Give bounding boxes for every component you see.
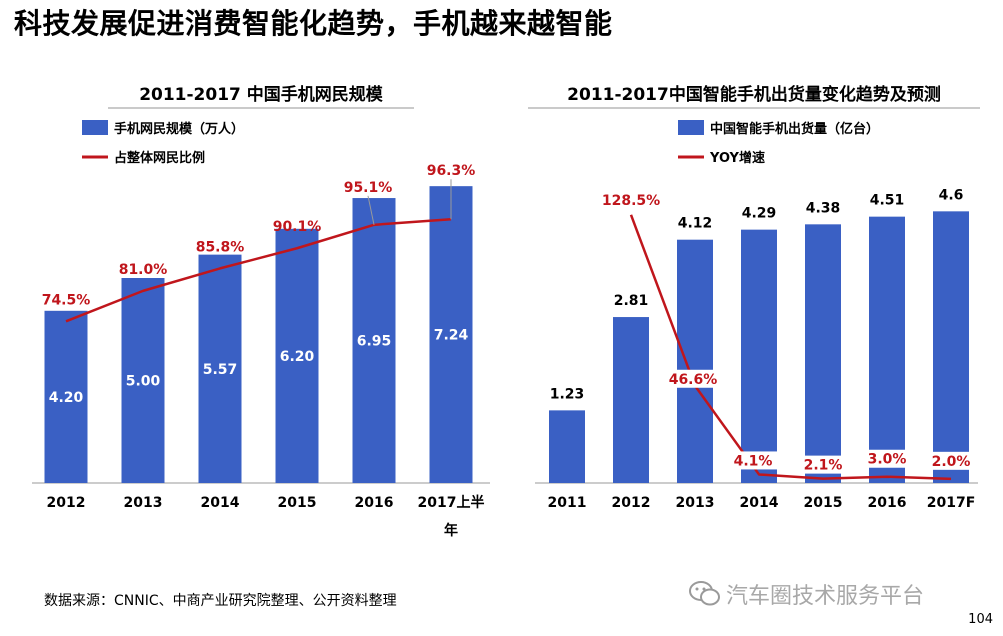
left-chart-x-tick-1: 2013 — [124, 495, 163, 511]
right-chart-legend-bar-label: 中国智能手机出货量（亿台） — [710, 121, 879, 137]
right-chart-bar-value-4: 4.38 — [806, 200, 841, 216]
left-chart-line-label-2: 85.8% — [196, 239, 245, 255]
right-chart-line-series — [629, 214, 952, 481]
chart-smartphone-shipments: 2011-2017中国智能手机出货量变化趋势及预测中国智能手机出货量（亿台） YO… — [518, 70, 990, 575]
left-chart-x-tick-4: 2016 — [355, 495, 394, 511]
left-chart-x-tick-5: 2017上半年 — [418, 494, 485, 539]
right-chart-line-label-bg-2 — [669, 369, 717, 388]
chart-mobile-netizens: 2011-2017 中国手机网民规模手机网民规模（万人） 占整体网民比例 4.20 2… — [30, 70, 492, 575]
wechat-icon — [689, 581, 720, 606]
right-chart-bar-4 — [805, 224, 841, 483]
left-chart-line-leader-4 — [367, 195, 375, 225]
left-chart-bar-value-2: 5.57 — [203, 362, 238, 378]
watermark-text: 汽车圈技术服务平台 — [726, 584, 925, 609]
left-chart-line-label-1: 81.0% — [119, 262, 168, 278]
left-chart-bar-3 — [275, 228, 319, 483]
left-chart-legend-bar-label: 手机网民规模（万人） — [114, 121, 244, 137]
right-chart-line-label-5: 3.0% — [868, 452, 907, 468]
right-chart-bar-2 — [677, 239, 713, 483]
right-chart-bar-value-2: 4.12 — [678, 216, 713, 232]
right-chart-line-label-bg-1 — [607, 190, 655, 209]
right-chart-bar-5 — [869, 216, 905, 483]
left-chart-bar-value-5: 7.24 — [434, 328, 469, 344]
left-chart-bar-1 — [121, 278, 165, 483]
left-chart-legend-bar-swatch — [82, 120, 108, 135]
data-source-note: 数据来源：CNNIC、中商产业研究院整理、公开资料整理 — [44, 593, 397, 609]
left-chart-bar-4 — [352, 198, 396, 484]
right-chart-line-label-4: 2.1% — [804, 458, 843, 474]
right-chart-line-label-bg-3 — [729, 451, 777, 470]
right-chart-x-tick-5: 2016 — [868, 495, 907, 511]
right-chart-legend-bar-swatch — [678, 120, 704, 135]
left-chart-bar-value-1: 5.00 — [126, 374, 161, 390]
left-chart-bar-value-0: 4.20 — [49, 390, 84, 406]
right-chart-x-tick-0: 2011 — [548, 495, 587, 511]
right-chart-bar-6 — [933, 211, 969, 483]
right-chart-bar-value-5: 4.51 — [870, 193, 905, 209]
right-chart-x-tick-4: 2015 — [804, 495, 843, 511]
right-chart-title: 2011-2017中国智能手机出货量变化趋势及预测 — [567, 84, 941, 105]
right-chart-bar-0 — [549, 410, 585, 483]
right-chart-line-label-6: 2.0% — [932, 454, 971, 470]
right-chart-line-label-3: 4.1% — [734, 453, 773, 469]
left-chart-x-tick-2: 2014 — [201, 495, 240, 511]
right-chart-line-label-bg-6 — [927, 451, 975, 470]
slide-title: 科技发展促进消费智能化趋势，手机越来越智能 — [14, 7, 613, 40]
left-chart-x-tick-0: 2012 — [47, 495, 86, 511]
left-chart-bar-2 — [198, 254, 242, 483]
right-chart-x-tick-2: 2013 — [676, 495, 715, 511]
right-chart-bar-value-6: 4.6 — [939, 187, 964, 203]
right-chart-bar-value-1: 2.81 — [614, 293, 649, 309]
right-chart-line-label-bg-4 — [799, 455, 847, 474]
right-chart-x-tick-3: 2014 — [740, 495, 779, 511]
right-chart-bar-value-0: 1.23 — [550, 386, 585, 402]
left-chart-line-series — [65, 217, 452, 323]
left-chart-bar-5 — [429, 186, 473, 483]
left-chart-line-label-3: 90.1% — [273, 219, 322, 235]
right-chart-x-tick-1: 2012 — [612, 495, 651, 511]
left-chart-title: 2011-2017 中国手机网民规模 — [139, 84, 384, 105]
left-chart-x-tick-3: 2015 — [278, 495, 317, 511]
left-chart-bar-value-3: 6.20 — [280, 349, 315, 365]
right-chart-line-label-1: 128.5% — [602, 193, 660, 209]
page-number: 104 — [968, 612, 993, 627]
right-chart-line-label-bg-5 — [863, 449, 911, 468]
right-chart-bar-value-3: 4.29 — [742, 206, 777, 222]
left-chart-bar-0 — [44, 310, 88, 483]
right-chart-bar-1 — [613, 317, 649, 483]
left-chart-legend-line-label: 占整体网民比例 — [114, 150, 205, 166]
left-chart-line-label-5: 96.3% — [427, 163, 476, 179]
left-chart-line-label-0: 74.5% — [42, 292, 91, 308]
left-chart-bar-value-4: 6.95 — [357, 334, 392, 350]
watermark: 汽车圈技术服务平台 — [688, 578, 924, 610]
left-chart-line-label-4: 95.1% — [344, 180, 393, 196]
right-chart-line-label-2: 46.6% — [669, 372, 718, 388]
right-chart-bar-3 — [741, 229, 777, 483]
right-chart-legend-line-label: YOY增速 — [709, 150, 765, 166]
right-chart-x-tick-6: 2017F — [927, 495, 976, 511]
